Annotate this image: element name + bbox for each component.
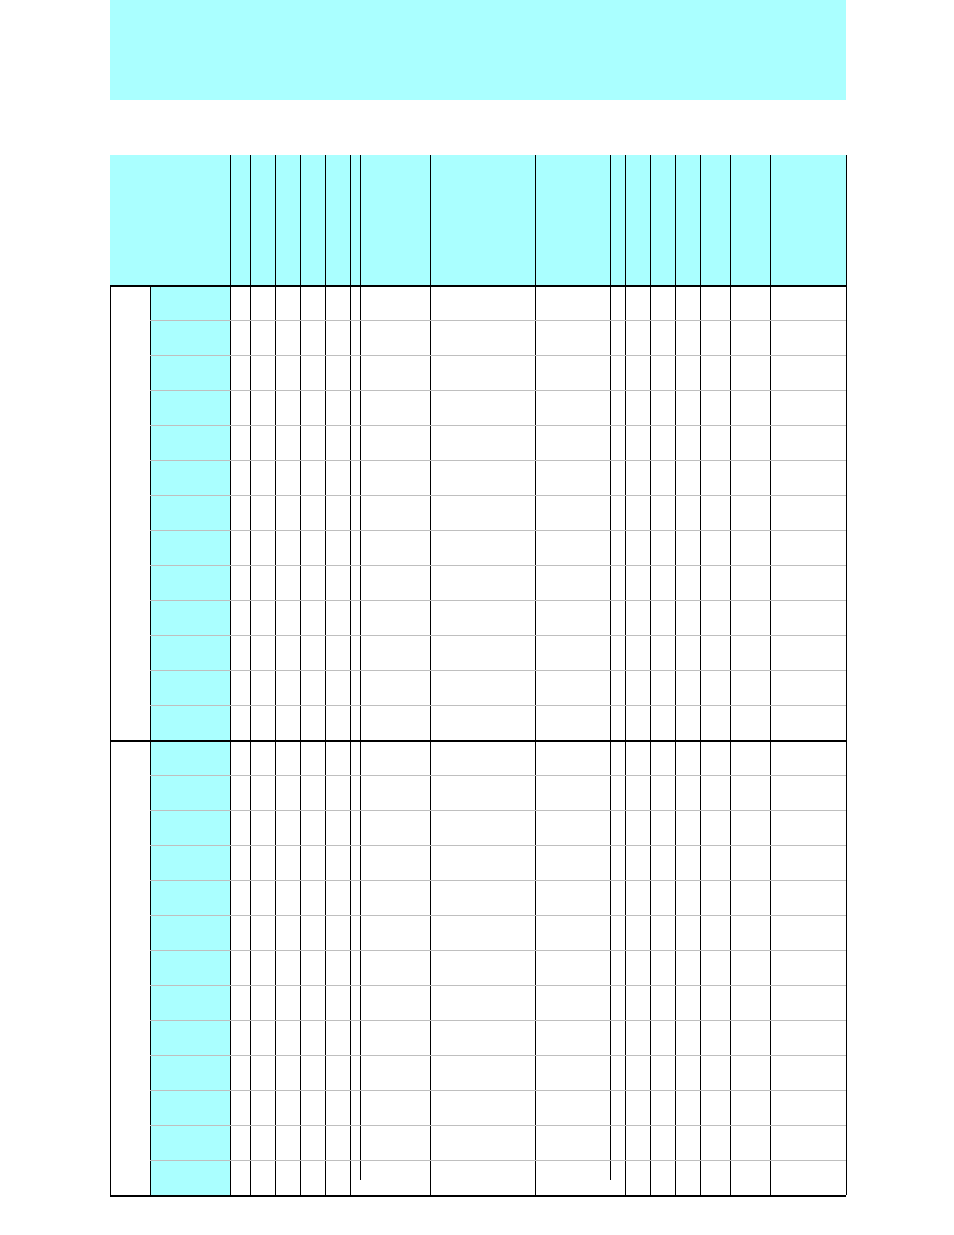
row-divider <box>150 705 846 706</box>
row-divider <box>150 845 846 846</box>
column-divider <box>700 155 701 1195</box>
column-divider <box>625 155 626 1195</box>
row-divider <box>150 1055 846 1056</box>
column-divider <box>275 155 276 1195</box>
row-divider <box>150 985 846 986</box>
row-divider <box>150 635 846 636</box>
column-divider <box>675 155 676 1195</box>
row-divider <box>150 775 846 776</box>
column-divider <box>350 155 351 1195</box>
column-divider <box>325 155 326 1195</box>
column-divider <box>730 155 731 1195</box>
ledger-table <box>110 155 846 1105</box>
row-divider <box>150 810 846 811</box>
column-divider <box>770 155 771 1195</box>
row-divider <box>150 425 846 426</box>
top-banner <box>110 0 846 100</box>
row-divider <box>150 670 846 671</box>
row-divider <box>150 530 846 531</box>
column-divider <box>610 155 611 1180</box>
row-divider <box>150 1125 846 1126</box>
row-divider <box>150 915 846 916</box>
column-divider <box>250 155 251 1195</box>
column-divider <box>360 155 361 1180</box>
row-divider <box>150 460 846 461</box>
column-divider <box>650 155 651 1195</box>
row-divider <box>150 390 846 391</box>
row-divider <box>150 565 846 566</box>
row-divider <box>110 1195 846 1197</box>
row-divider <box>110 285 846 287</box>
row-divider <box>110 740 846 742</box>
row-divider <box>150 1090 846 1091</box>
row-divider <box>150 880 846 881</box>
table-header-background <box>110 155 846 285</box>
column-divider <box>300 155 301 1195</box>
row-divider <box>150 320 846 321</box>
row-divider <box>150 495 846 496</box>
row-divider <box>150 1160 846 1161</box>
column-divider <box>535 155 536 1195</box>
row-divider <box>150 355 846 356</box>
column-divider <box>846 155 847 1195</box>
row-divider <box>150 950 846 951</box>
row-divider <box>150 1020 846 1021</box>
row-divider <box>150 600 846 601</box>
column-divider <box>230 155 231 1195</box>
column-divider <box>430 155 431 1195</box>
